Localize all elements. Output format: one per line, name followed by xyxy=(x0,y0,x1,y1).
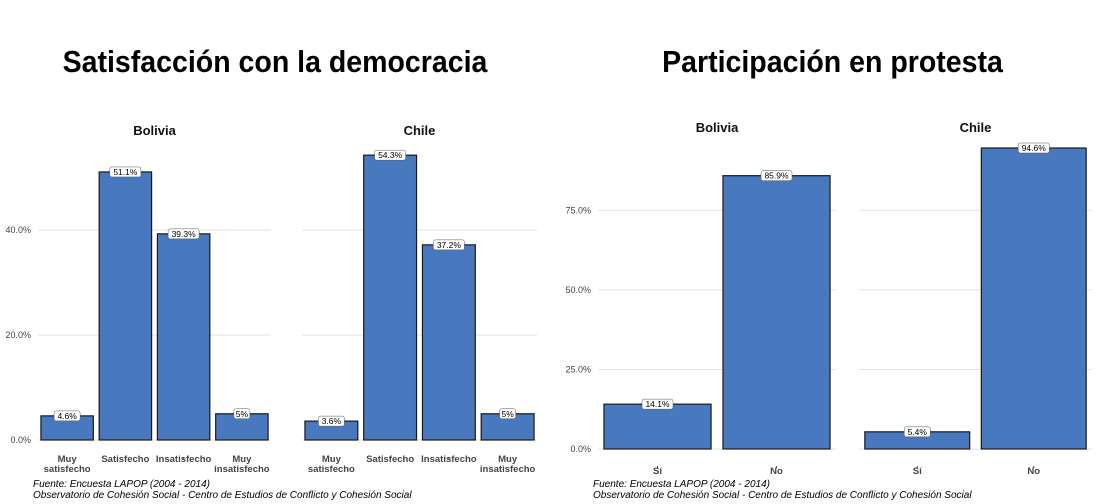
bar-bolivia-insatisfecho xyxy=(156,233,211,441)
bar-chile-insatisfecho xyxy=(421,244,476,441)
data-label-box xyxy=(109,166,142,178)
x-tick-label: Satisfecho xyxy=(101,454,149,465)
data-label-box xyxy=(374,149,406,161)
data-label-box xyxy=(760,170,793,181)
data-label-chile-no: 94.6% xyxy=(1022,143,1047,153)
data-label-chile-si: 5.4% xyxy=(908,427,928,437)
data-label-box xyxy=(433,239,465,251)
data-label-box xyxy=(499,408,516,420)
x-tick-label: Insatisfecho xyxy=(156,454,212,465)
data-label-bolivia-no: 85.9% xyxy=(764,171,789,181)
caption-right: Fuente: Encuesta LAPOP (2004 - 2014) Obs… xyxy=(593,479,972,501)
x-tick-label: Muy xyxy=(232,454,252,465)
data-label-chile-insatisfecho: 37.2% xyxy=(437,240,462,250)
data-label-box xyxy=(233,408,251,420)
data-label-box xyxy=(318,415,345,427)
facet-title-bolivia: Bolivia xyxy=(696,120,739,135)
data-label-chile-satisfecho: 54.3% xyxy=(378,150,403,160)
chart-title-protesta: Participación en protesta xyxy=(662,44,1003,79)
data-label-box xyxy=(53,410,81,422)
facet-title-chile: Chile xyxy=(404,123,436,138)
x-tick-label: Muy xyxy=(58,454,78,465)
x-tick-label: No xyxy=(770,466,783,477)
x-tick-label: No xyxy=(1027,466,1040,477)
y-tick-label: 75.0% xyxy=(565,205,591,215)
data-label-bolivia-muy-satisfecho: 4.6% xyxy=(57,411,77,421)
x-tick-label: Insatisfecho xyxy=(421,454,477,465)
y-tick-label: 20.0% xyxy=(5,330,31,340)
x-tick-label: satisfecho xyxy=(308,464,355,475)
data-label-chile-muy-satisfecho: 3.6% xyxy=(322,416,342,426)
y-tick-label: 0.0% xyxy=(10,435,31,445)
x-tick-label: Satisfecho xyxy=(366,454,414,465)
y-tick-label: 25.0% xyxy=(565,364,591,374)
bar-chile-no xyxy=(980,147,1087,450)
data-label-chile-muy-insatisfecho: 5% xyxy=(501,409,514,419)
x-tick-label: Muy xyxy=(322,454,342,465)
x-tick-label: Muy xyxy=(498,454,518,465)
data-label-bolivia-si: 14.1% xyxy=(645,399,670,409)
data-label-box xyxy=(1018,142,1050,154)
x-tick-label: insatisfecho xyxy=(480,464,536,475)
data-label-bolivia-muy-insatisfecho: 5% xyxy=(236,409,249,419)
bar-bolivia-si xyxy=(603,403,712,450)
caption-credit: Observatorio de Cohesión Social - Centro… xyxy=(33,490,412,501)
bar-bolivia-satisfecho xyxy=(98,171,153,441)
x-tick-label: insatisfecho xyxy=(214,464,270,475)
data-label-box xyxy=(904,426,931,438)
y-tick-label: 0.0% xyxy=(570,444,591,454)
bar-bolivia-no xyxy=(722,175,831,450)
caption-source: Fuente: Encuesta LAPOP (2004 - 2014) xyxy=(593,479,770,490)
caption-credit: Observatorio de Cohesión Social - Centro… xyxy=(593,490,972,501)
data-label-bolivia-satisfecho: 51.1% xyxy=(113,167,138,177)
x-tick-label: satisfecho xyxy=(44,464,91,475)
x-tick-label: Sí xyxy=(653,466,662,477)
x-tick-label: Sí xyxy=(913,466,922,477)
data-label-bolivia-insatisfecho: 39.3% xyxy=(172,229,197,239)
chart-title-satisfaccion: Satisfacción con la democracia xyxy=(62,44,488,79)
y-tick-label: 40.0% xyxy=(5,225,31,235)
data-label-box xyxy=(641,398,674,410)
caption-left: Fuente: Encuesta LAPOP (2004 - 2014) Obs… xyxy=(33,479,412,501)
facet-title-chile: Chile xyxy=(960,120,992,135)
facet-title-bolivia: Bolivia xyxy=(133,123,176,138)
caption-source: Fuente: Encuesta LAPOP (2004 - 2014) xyxy=(33,479,210,490)
bar-chile-satisfecho xyxy=(363,154,418,441)
data-label-box xyxy=(167,228,200,240)
y-tick-label: 50.0% xyxy=(565,285,591,295)
